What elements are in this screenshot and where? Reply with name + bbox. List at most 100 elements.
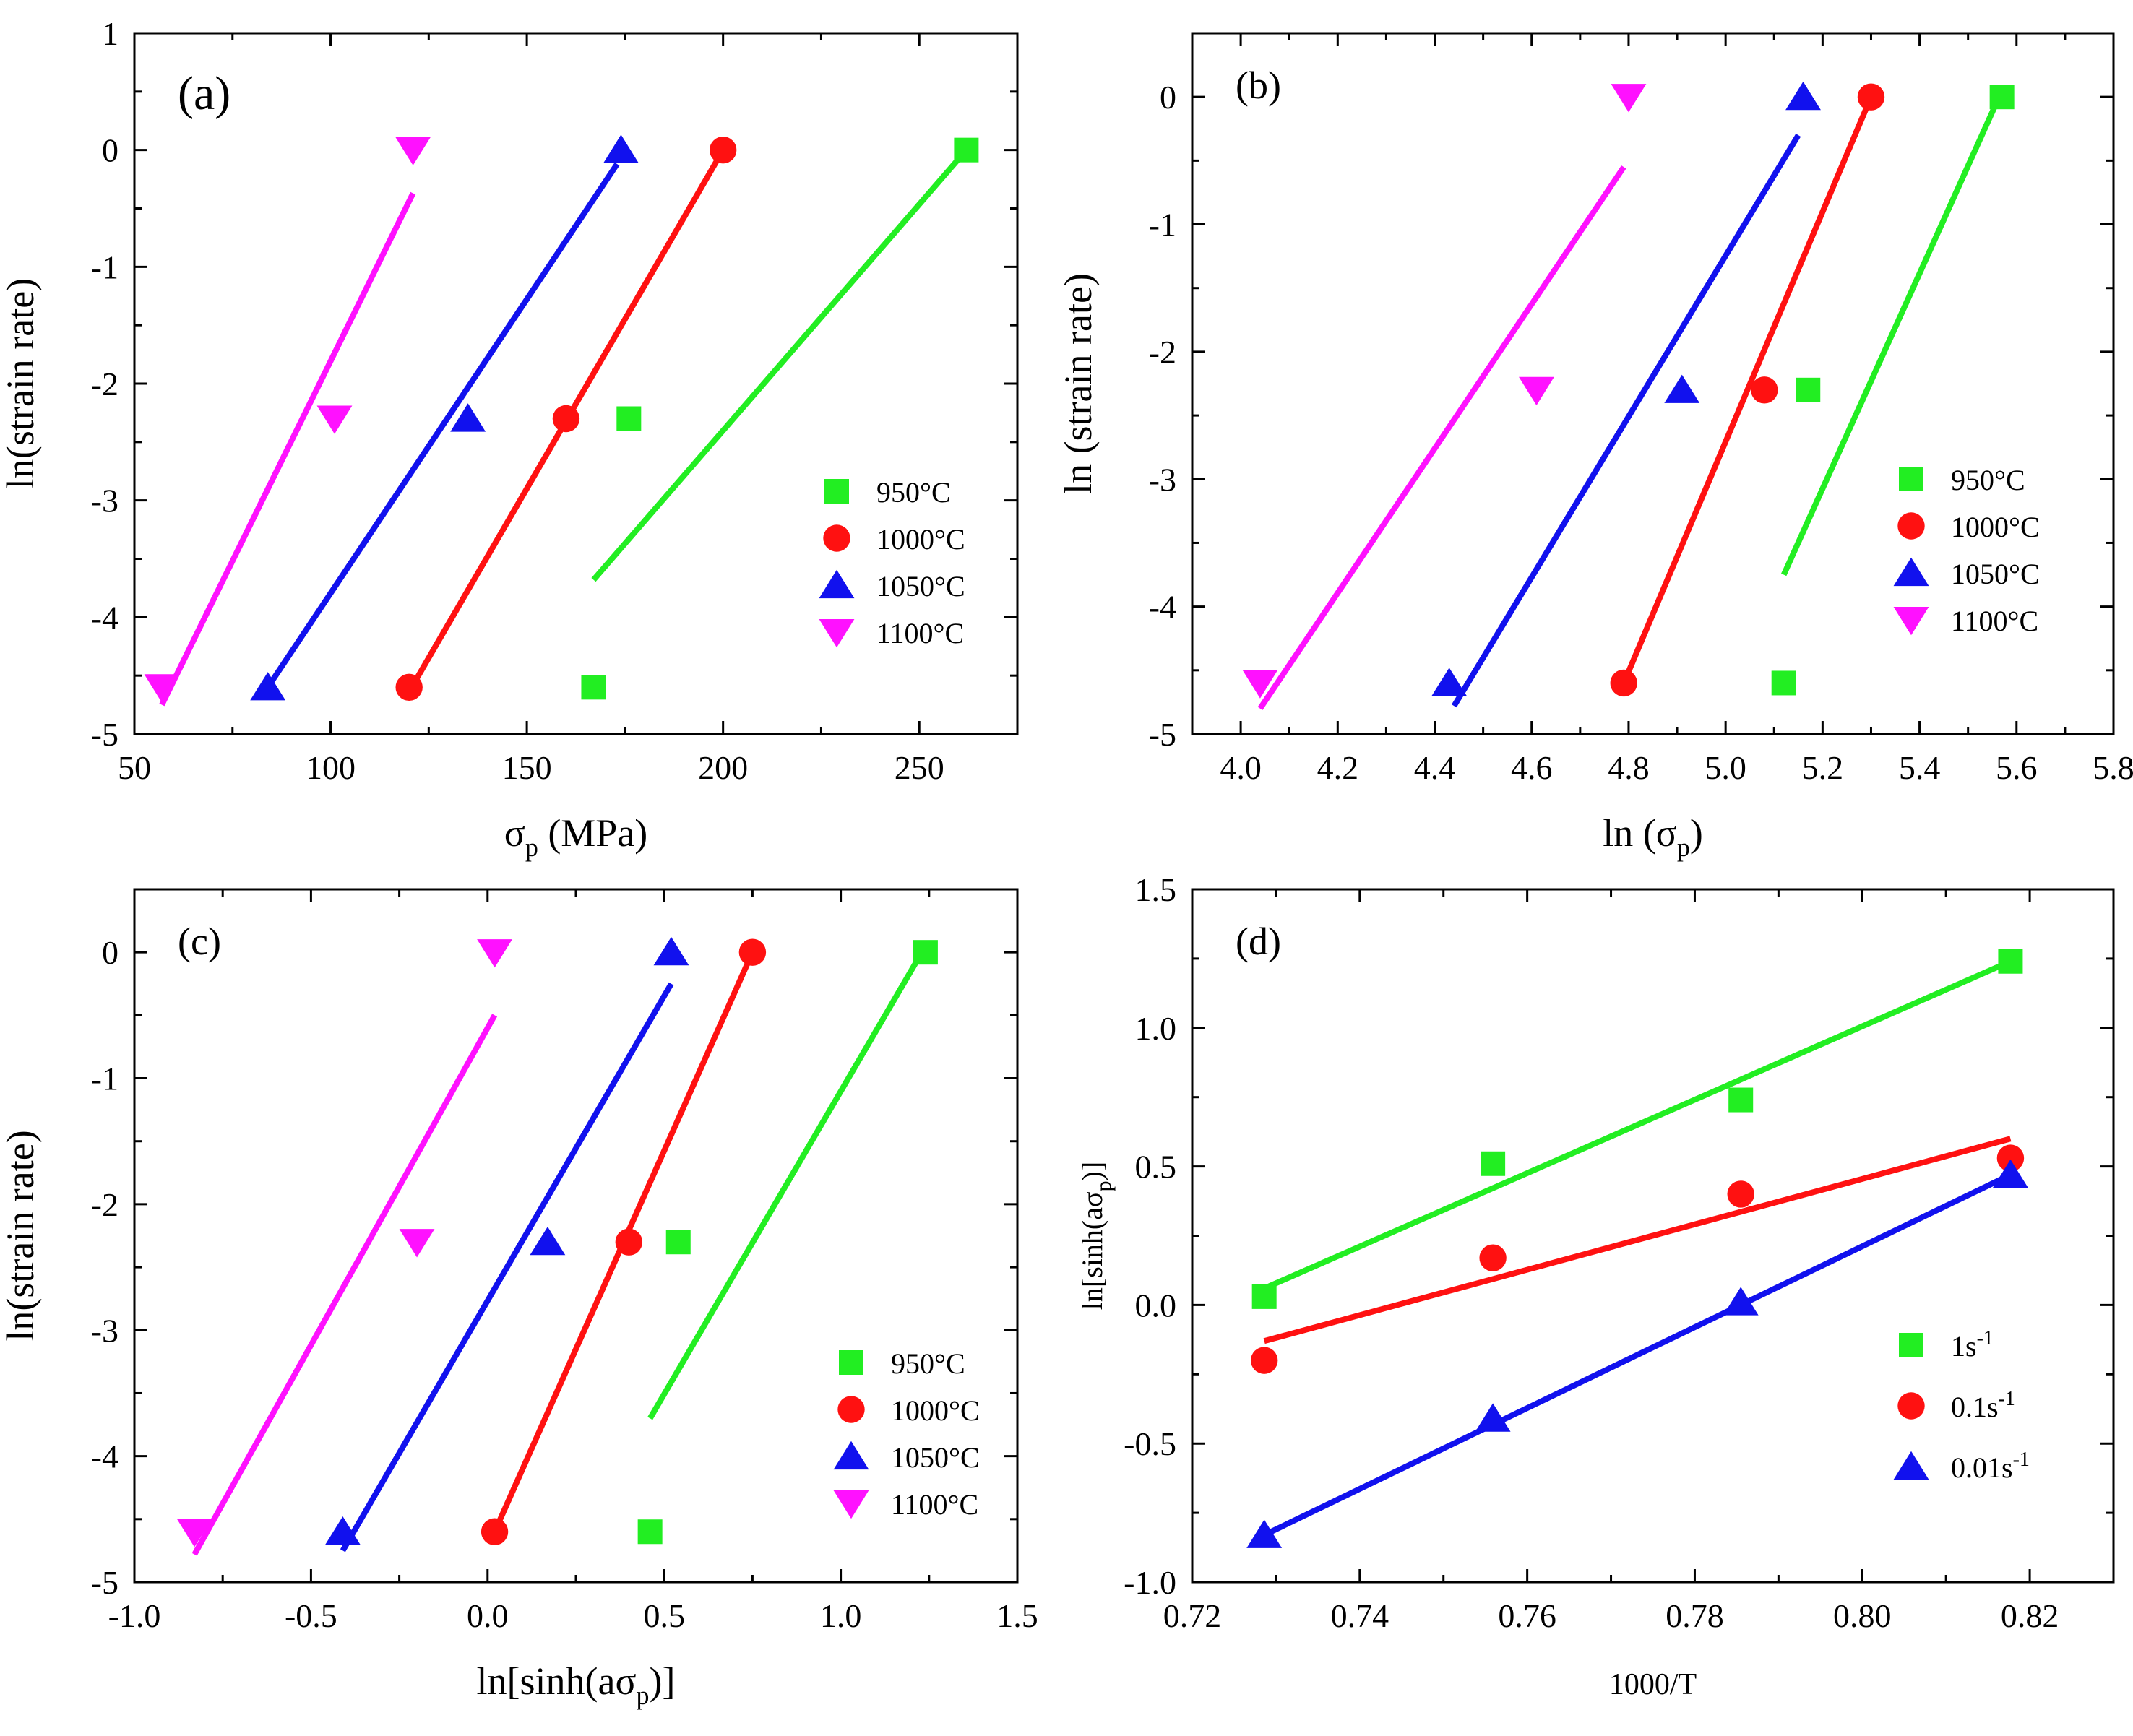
x-tick-label: 50 xyxy=(118,749,151,786)
x-tick-label: 0.78 xyxy=(1666,1597,1724,1634)
fit-line-1 xyxy=(1621,95,1874,685)
panel-d: 0.72 0.74 0.76 0.78 0.80 0.82 1.5 1.0 0.5 0.0 -0.5… xyxy=(1076,871,2115,1701)
legend-label-text: 0.01s xyxy=(1951,1451,2013,1484)
x-axis-label-text: ln[sinh(aσ xyxy=(476,1659,636,1703)
y-tick-label: -1 xyxy=(1149,207,1176,243)
y-tick-label: 0 xyxy=(102,132,118,169)
legend-marker xyxy=(837,1396,865,1423)
x-tick-label: 250 xyxy=(895,749,944,786)
fit-line-2 xyxy=(340,982,674,1553)
y-axis-label: ln[sinh(aσp)] xyxy=(1076,1162,1116,1310)
x-tick-label: 5.8 xyxy=(2093,749,2133,786)
data-point xyxy=(581,675,606,700)
y-tick-label: -1 xyxy=(91,1061,118,1097)
data-point xyxy=(637,1519,663,1545)
legend-label: 1s-1 xyxy=(1951,1327,1994,1363)
y-tick-label: -1 xyxy=(91,249,118,285)
panel-label: (b) xyxy=(1236,64,1281,107)
data-point xyxy=(1989,85,2014,110)
legend-marker xyxy=(1893,1451,1929,1480)
data-point xyxy=(552,405,580,433)
y-tick-label: -4 xyxy=(91,599,118,636)
data-point xyxy=(1751,376,1778,404)
legend-marker xyxy=(839,1350,863,1375)
legend-label-sup: -1 xyxy=(1977,1327,1994,1349)
legend-label-text: 950°C xyxy=(876,476,951,509)
plot-frame xyxy=(1191,32,2115,735)
data-point xyxy=(1785,81,1821,111)
data-point xyxy=(1992,1159,2028,1188)
fit-line-3 xyxy=(159,191,416,707)
y-axis-label: ln(strain rate) xyxy=(0,1130,42,1341)
data-point xyxy=(954,137,979,163)
legend-label-text: 1000°C xyxy=(891,1394,980,1427)
x-tick-label: 0.0 xyxy=(467,1597,509,1634)
y-tick-label: 0 xyxy=(1160,79,1176,116)
x-tick-label: 1.0 xyxy=(820,1597,862,1634)
data-point xyxy=(1728,1087,1754,1113)
x-axis-label-suffix: )] xyxy=(650,1659,676,1703)
legend-label: 1100°C xyxy=(891,1488,978,1521)
data-point xyxy=(1475,1403,1511,1432)
legend-label-text: 950°C xyxy=(1951,464,2025,496)
data-point xyxy=(1998,949,2023,974)
x-tick-label: 5.4 xyxy=(1899,749,1941,786)
y-tick-label: -4 xyxy=(91,1438,118,1475)
fit-line-1 xyxy=(1263,1136,2012,1344)
x-axis-label: ln (σp) xyxy=(1603,811,1703,862)
legend-label-text: 1050°C xyxy=(891,1441,980,1474)
legend-label-text: 0.1s xyxy=(1951,1391,1999,1423)
data-point xyxy=(1996,1144,2025,1172)
legend-label: 1050°C xyxy=(891,1441,980,1474)
fit-line-0 xyxy=(647,944,928,1420)
data-point xyxy=(399,1229,435,1258)
panel-label: (a) xyxy=(178,67,230,120)
x-tick-label: -0.5 xyxy=(285,1597,337,1634)
data-point xyxy=(530,1226,566,1256)
legend-marker xyxy=(1897,1392,1925,1420)
data-point xyxy=(176,1519,212,1547)
fit-line-2 xyxy=(265,162,620,689)
fit-line-3 xyxy=(1257,165,1626,710)
data-point xyxy=(1727,1180,1754,1208)
data-point xyxy=(1242,670,1278,699)
data-point xyxy=(316,405,353,434)
y-tick-label: 1.0 xyxy=(1135,1010,1177,1047)
y-axis-label-suffix: )] xyxy=(1076,1162,1108,1181)
y-tick-label: 0 xyxy=(102,934,118,971)
legend-label-text: 1000°C xyxy=(876,523,965,556)
data-point xyxy=(709,136,737,164)
fit-line-0 xyxy=(1263,959,2012,1292)
data-point xyxy=(395,137,431,165)
legend-label: 1000°C xyxy=(876,523,965,556)
data-point xyxy=(144,674,180,703)
x-axis-label-text: ln (σ xyxy=(1603,811,1677,855)
legend-label-text: 1100°C xyxy=(1951,605,2038,637)
legend-label-text: 1000°C xyxy=(1951,511,2040,543)
legend-label: 950°C xyxy=(891,1347,965,1380)
x-axis-label-sub: p xyxy=(525,833,538,862)
fit-line-3 xyxy=(191,1014,498,1556)
legend-label-sup: -1 xyxy=(2013,1448,2030,1471)
x-tick-label: 4.4 xyxy=(1414,749,1456,786)
panel-a: 50 100 150 200 250 1 0 -1 -2 -3 -4 -5 (a) σp (MPa) ln(… xyxy=(0,15,1019,862)
x-axis-label-sub: p xyxy=(1677,833,1690,862)
data-point xyxy=(450,403,486,432)
x-axis-label-suffix: (MPa) xyxy=(538,811,647,855)
x-tick-label: -1.0 xyxy=(108,1597,161,1634)
data-point xyxy=(1479,1244,1507,1271)
legend-marker xyxy=(1899,1333,1923,1357)
y-tick-label: -5 xyxy=(1149,716,1176,753)
y-tick-label: 0.0 xyxy=(1135,1287,1177,1323)
x-tick-label: 200 xyxy=(698,749,748,786)
legend-marker xyxy=(1893,606,1929,636)
x-tick-label: 0.72 xyxy=(1163,1597,1222,1634)
x-tick-label: 0.74 xyxy=(1331,1597,1389,1634)
y-axis-label: ln(strain rate) xyxy=(0,278,42,489)
data-point xyxy=(1246,1519,1283,1548)
x-tick-label: 150 xyxy=(502,749,552,786)
data-point xyxy=(913,940,938,965)
x-tick-label: 4.6 xyxy=(1511,749,1553,786)
x-axis-label-sub: p xyxy=(637,1681,650,1710)
data-point xyxy=(738,938,767,966)
